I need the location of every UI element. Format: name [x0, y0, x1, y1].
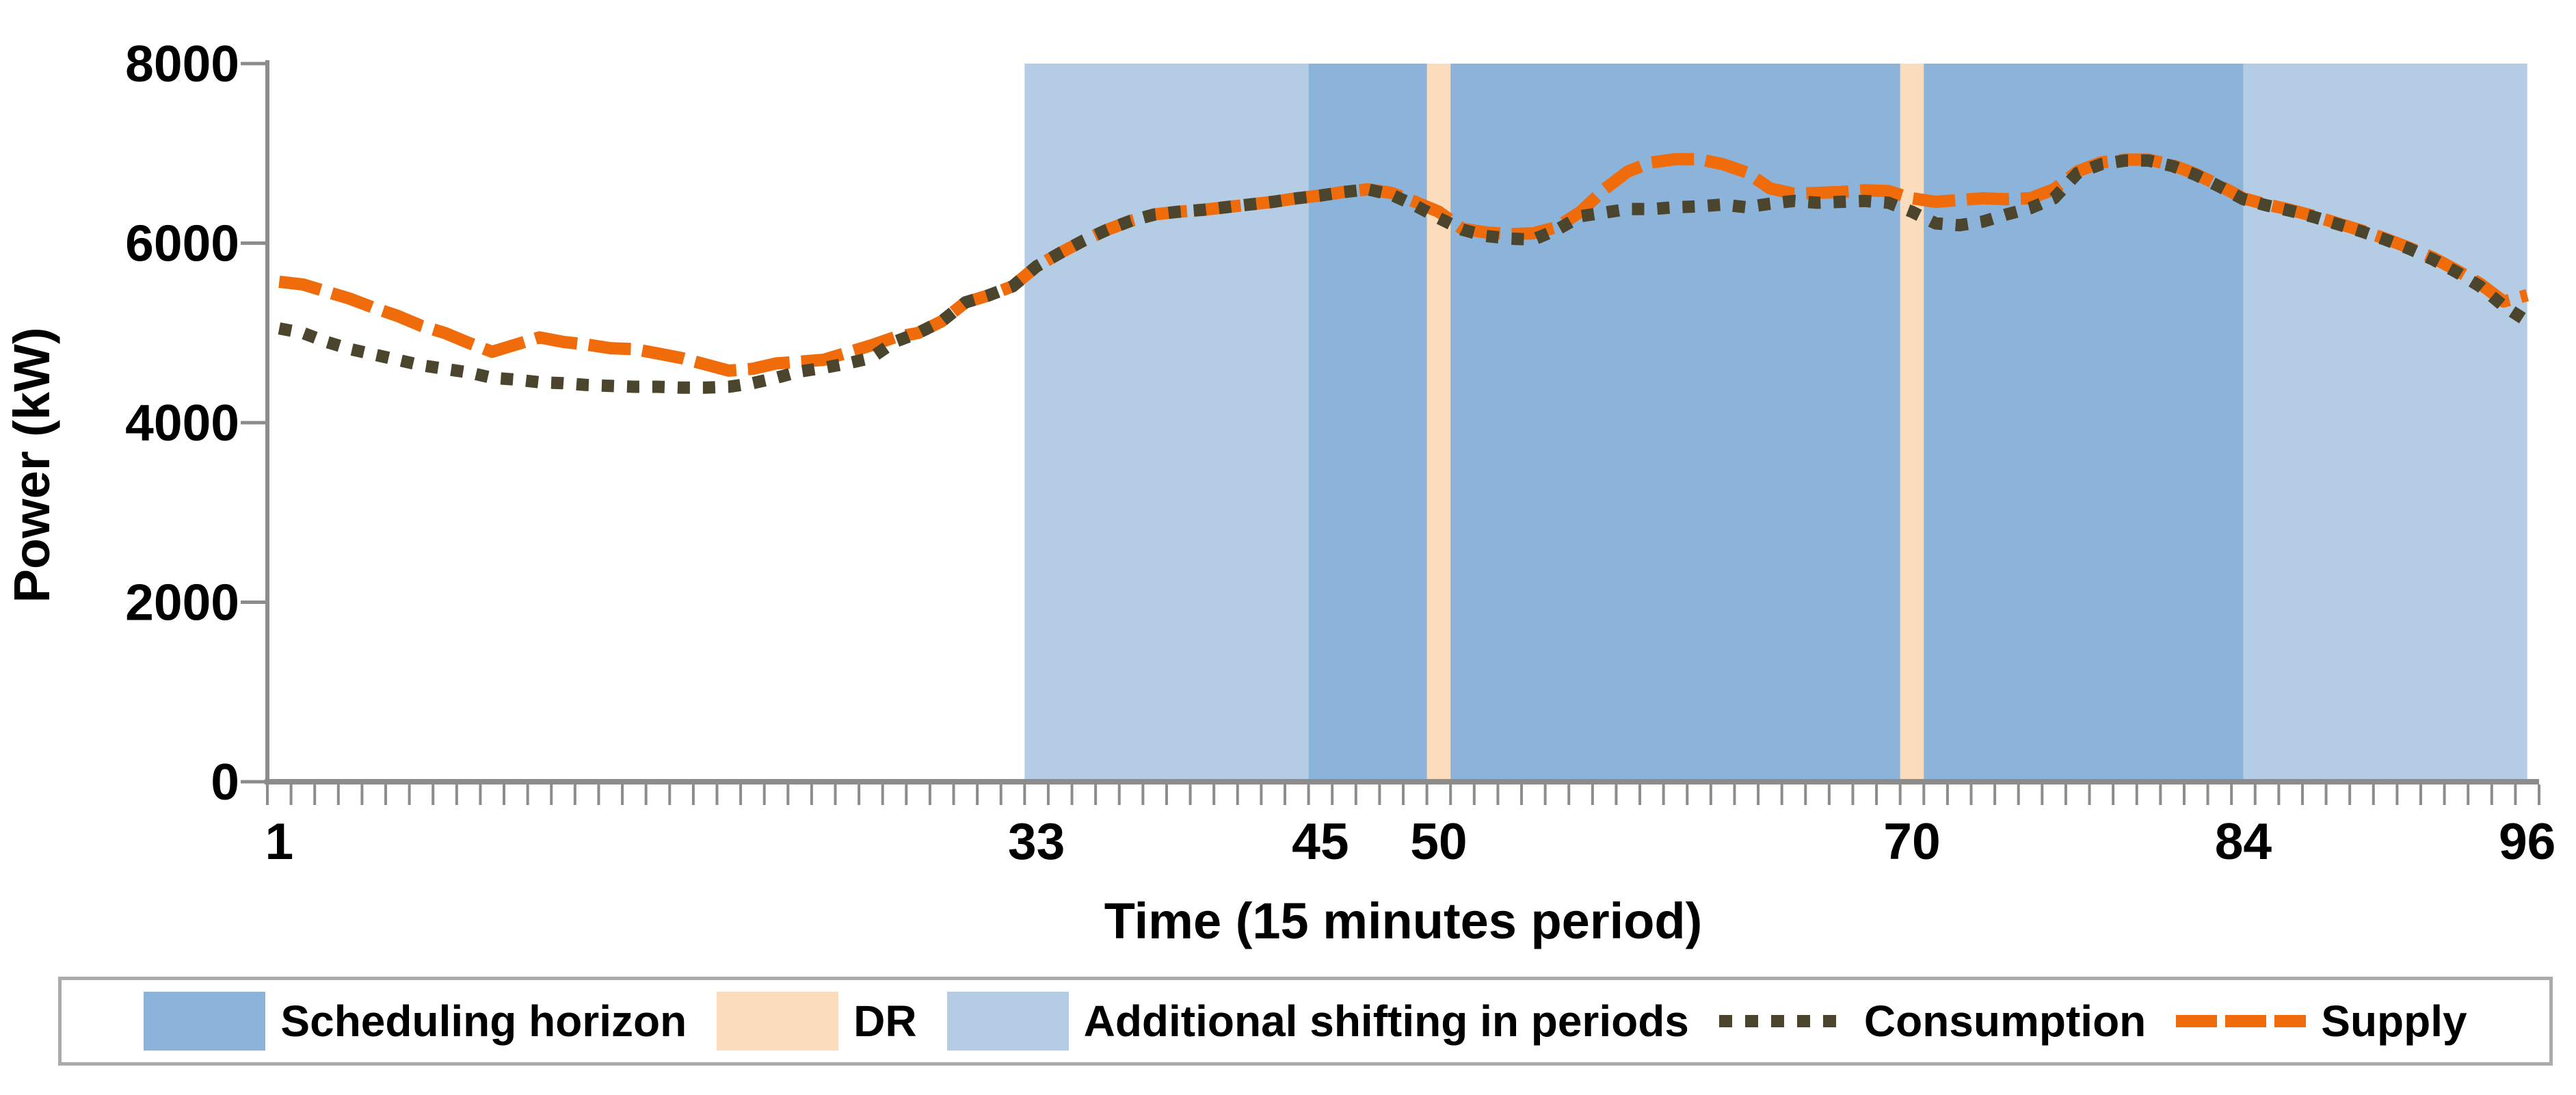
- legend-swatch-box: [946, 992, 1069, 1051]
- y-tick-label: 0: [211, 753, 239, 810]
- y-tick-label: 8000: [125, 35, 239, 92]
- band-additional-shifting-in-periods: [1024, 64, 1309, 782]
- axes-layer: [241, 60, 2540, 805]
- legend-label: DR: [853, 997, 917, 1046]
- y-axis-ticks: [241, 62, 267, 784]
- x-tick-label: 84: [2215, 813, 2272, 870]
- x-tick-label: 96: [2499, 813, 2555, 870]
- y-tick-label: 2000: [125, 574, 239, 631]
- series-layer: [278, 153, 2531, 394]
- legend-item-supply: Supply: [2176, 996, 2467, 1046]
- legend-swatch-box: [144, 992, 266, 1051]
- legend-item-dr: DR: [717, 992, 917, 1051]
- y-axis-title: Power (kW): [3, 328, 60, 603]
- legend-label: Supply: [2321, 997, 2467, 1046]
- band-additional-shifting-in-periods: [2243, 64, 2527, 782]
- x-axis-title: Time (15 minutes period): [1104, 893, 1703, 949]
- x-axis-minor-ticks: [266, 784, 2540, 805]
- x-tick-label: 45: [1292, 813, 1349, 870]
- y-tick-label: 6000: [125, 215, 239, 272]
- y-tick-label: 4000: [125, 394, 239, 451]
- legend-item-consumption: Consumption: [1718, 996, 2147, 1046]
- x-tick-label: 50: [1410, 813, 1467, 870]
- x-tick-label: 70: [1883, 813, 1940, 870]
- band-dr: [1426, 64, 1451, 782]
- legend: Scheduling horizon DR Additional shifting …: [58, 977, 2553, 1066]
- band-dr: [1900, 64, 1924, 782]
- band-scheduling-horizon: [1308, 64, 2244, 782]
- x-tick-label: 33: [1008, 813, 1065, 870]
- legend-item-scheduling-horizon: Scheduling horizon: [144, 992, 687, 1051]
- x-tick-label: 1: [265, 813, 293, 870]
- legend-label: Consumption: [1863, 997, 2147, 1046]
- legend-label: Scheduling horizon: [280, 997, 687, 1046]
- tick-labels-layer: 0 2000 4000 6000 8000 1 33 45 50 70 84 96: [125, 35, 2555, 870]
- legend-label: Additional shifting in periods: [1083, 997, 1689, 1046]
- legend-item-additional-shifting-in-periods: Additional shifting in periods: [946, 992, 1689, 1051]
- series-consumption-line: [278, 154, 2531, 394]
- legend-swatch-dotted-line: [1718, 1015, 1849, 1027]
- shaded-bands-layer: [1024, 64, 2527, 782]
- legend-swatch-dashed-line: [2176, 1015, 2307, 1027]
- legend-swatch-box: [717, 992, 839, 1051]
